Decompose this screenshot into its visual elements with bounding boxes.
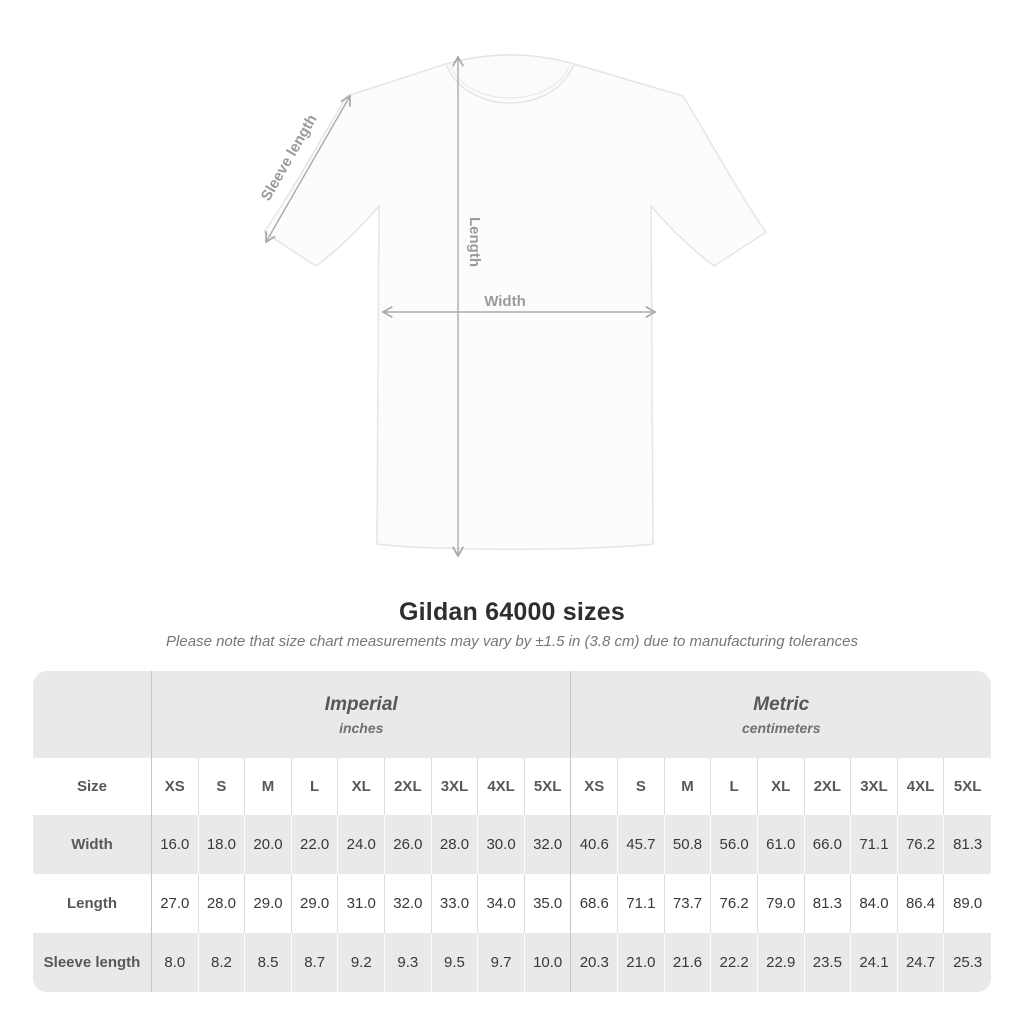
- value-cell: 28.0: [198, 874, 246, 933]
- size-column-header: 2XL: [804, 758, 852, 815]
- size-column-header: M: [664, 758, 712, 815]
- value-cell: 76.2: [711, 874, 758, 933]
- value-cell: 71.1: [618, 874, 665, 933]
- value-cell: 86.4: [897, 874, 945, 933]
- value-cell: 66.0: [804, 815, 852, 874]
- value-cell: 29.0: [245, 874, 292, 933]
- size-column-header: 2XL: [385, 758, 432, 815]
- value-cell: 35.0: [524, 874, 572, 933]
- value-cell: 40.6: [571, 815, 619, 874]
- value-cell: 21.6: [664, 933, 712, 992]
- value-cell: 9.2: [338, 933, 386, 992]
- tshirt-measurement-diagram: Sleeve length Length Width: [258, 54, 767, 558]
- value-cell: 16.0: [152, 815, 199, 874]
- metric-band: Metric centimeters: [571, 671, 991, 758]
- table-corner: [33, 671, 152, 758]
- value-cell: 21.0: [618, 933, 665, 992]
- value-cell: 9.3: [385, 933, 432, 992]
- metric-unit: centimeters: [741, 719, 821, 736]
- size-column-header: XS: [152, 758, 199, 815]
- value-cell: 84.0: [851, 874, 898, 933]
- metric-title: Metric: [753, 694, 810, 716]
- value-cell: 9.5: [431, 933, 479, 992]
- value-cell: 24.0: [338, 815, 386, 874]
- size-column-header: 4XL: [897, 758, 945, 815]
- row-label: Sleeve length: [33, 933, 152, 992]
- value-cell: 50.8: [664, 815, 712, 874]
- value-cell: 29.0: [291, 874, 339, 933]
- size-table-container: Imperial inches Metric centimeters Size …: [33, 671, 991, 992]
- size-column-header: M: [245, 758, 292, 815]
- value-cell: 26.0: [385, 815, 432, 874]
- value-cell: 20.0: [245, 815, 292, 874]
- value-cell: 31.0: [338, 874, 386, 933]
- value-cell: 30.0: [478, 815, 525, 874]
- value-cell: 79.0: [757, 874, 805, 933]
- measurement-row: Length 27.0 28.0 29.0 29.0 31.0 32.0 33.0 34.0 35…: [33, 874, 991, 933]
- value-cell: 34.0: [478, 874, 525, 933]
- size-column-header: 3XL: [851, 758, 898, 815]
- value-cell: 89.0: [944, 874, 991, 933]
- value-cell: 10.0: [524, 933, 572, 992]
- value-cell: 32.0: [524, 815, 572, 874]
- value-cell: 73.7: [664, 874, 712, 933]
- size-column-header: XL: [338, 758, 386, 815]
- value-cell: 81.3: [944, 815, 991, 874]
- size-column-header: S: [198, 758, 246, 815]
- value-cell: 61.0: [757, 815, 805, 874]
- size-column-header: L: [291, 758, 339, 815]
- size-column-header: XS: [571, 758, 619, 815]
- size-column-header: L: [711, 758, 758, 815]
- size-column-header: XL: [757, 758, 805, 815]
- tolerance-note: Please note that size chart measurements…: [166, 633, 858, 650]
- value-cell: 24.7: [897, 933, 945, 992]
- value-cell: 24.1: [851, 933, 898, 992]
- value-cell: 68.6: [571, 874, 619, 933]
- value-cell: 81.3: [804, 874, 852, 933]
- value-cell: 22.9: [757, 933, 805, 992]
- value-cell: 76.2: [897, 815, 945, 874]
- value-cell: 8.7: [291, 933, 339, 992]
- length-label: Length: [466, 217, 483, 267]
- size-column-header: S: [618, 758, 665, 815]
- value-cell: 8.0: [152, 933, 199, 992]
- size-column-header: 4XL: [478, 758, 525, 815]
- value-cell: 8.5: [245, 933, 292, 992]
- value-cell: 18.0: [198, 815, 246, 874]
- value-cell: 8.2: [198, 933, 246, 992]
- imperial-unit: inches: [339, 719, 384, 736]
- value-cell: 32.0: [385, 874, 432, 933]
- value-cell: 20.3: [571, 933, 619, 992]
- value-cell: 22.0: [291, 815, 339, 874]
- value-cell: 9.7: [478, 933, 525, 992]
- size-header: Size: [33, 758, 152, 815]
- value-cell: 25.3: [944, 933, 991, 992]
- tshirt-body: [263, 54, 767, 550]
- size-header-row: Size XS S M L XL 2XL 3XL 4XL 5XL XS S M L XL 2XL 3XL 4XL…: [33, 758, 991, 815]
- width-label: Width: [484, 293, 526, 310]
- size-table: Imperial inches Metric centimeters Size …: [33, 671, 991, 992]
- row-label: Length: [33, 874, 152, 933]
- unit-band-row: Imperial inches Metric centimeters: [33, 671, 991, 758]
- measurement-row: Width 16.0 18.0 20.0 22.0 24.0 26.0 28.0 30.0 32.…: [33, 815, 991, 874]
- value-cell: 23.5: [804, 933, 852, 992]
- tshirt-collar: [445, 54, 575, 104]
- imperial-title: Imperial: [324, 694, 398, 716]
- value-cell: 28.0: [431, 815, 479, 874]
- value-cell: 22.2: [711, 933, 758, 992]
- value-cell: 45.7: [618, 815, 665, 874]
- value-cell: 33.0: [431, 874, 479, 933]
- imperial-band: Imperial inches: [152, 671, 572, 758]
- value-cell: 27.0: [152, 874, 199, 933]
- value-cell: 56.0: [711, 815, 758, 874]
- measurement-row: Sleeve length 8.0 8.2 8.5 8.7 9.2 9.3 9.5 9.7 10.…: [33, 933, 991, 992]
- sleeve-length-arrow: [265, 94, 351, 244]
- page-title: Gildan 64000 sizes: [399, 598, 625, 626]
- size-column-header: 5XL: [524, 758, 572, 815]
- row-label: Width: [33, 815, 152, 874]
- value-cell: 71.1: [851, 815, 898, 874]
- size-column-header: 5XL: [944, 758, 991, 815]
- size-column-header: 3XL: [431, 758, 479, 815]
